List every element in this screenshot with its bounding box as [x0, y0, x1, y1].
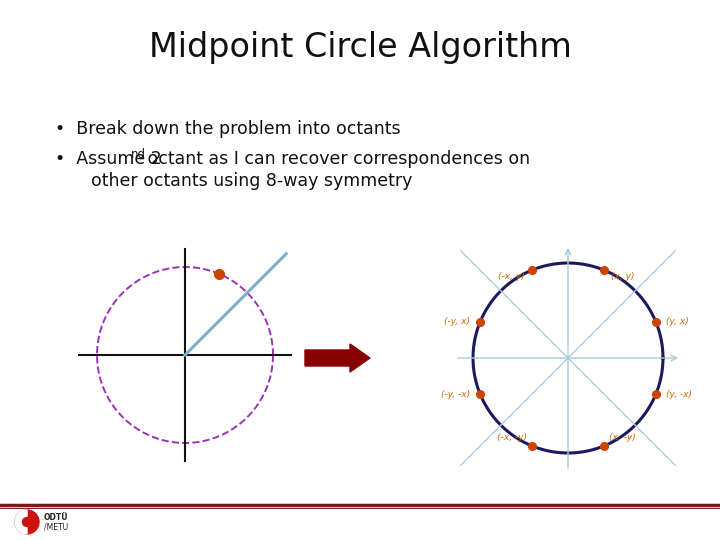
Text: (x, -y): (x, -y) [609, 433, 636, 442]
Text: other octants using 8-way symmetry: other octants using 8-way symmetry [69, 172, 413, 190]
Text: (-x, -y): (-x, -y) [497, 433, 526, 442]
Text: •  Assume 2: • Assume 2 [55, 150, 162, 168]
Text: nd: nd [131, 148, 146, 161]
Text: /METU: /METU [44, 523, 68, 531]
Text: octant as I can recover correspondences on: octant as I can recover correspondences … [142, 150, 530, 168]
Text: (-y, x): (-y, x) [444, 317, 470, 326]
Text: Midpoint Circle Algorithm: Midpoint Circle Algorithm [148, 31, 572, 64]
FancyArrow shape [305, 344, 370, 372]
Wedge shape [15, 510, 27, 534]
Text: (x, y): (x, y) [611, 272, 635, 281]
Text: (-y, -x): (-y, -x) [441, 390, 470, 399]
Text: ODTÜ: ODTÜ [44, 514, 68, 523]
Circle shape [15, 510, 39, 534]
Text: (-x, y): (-x, y) [498, 272, 525, 281]
Text: •  Break down the problem into octants: • Break down the problem into octants [55, 120, 400, 138]
Text: (y, -x): (y, -x) [666, 390, 692, 399]
Text: (y, x): (y, x) [666, 317, 688, 326]
Circle shape [22, 517, 32, 526]
